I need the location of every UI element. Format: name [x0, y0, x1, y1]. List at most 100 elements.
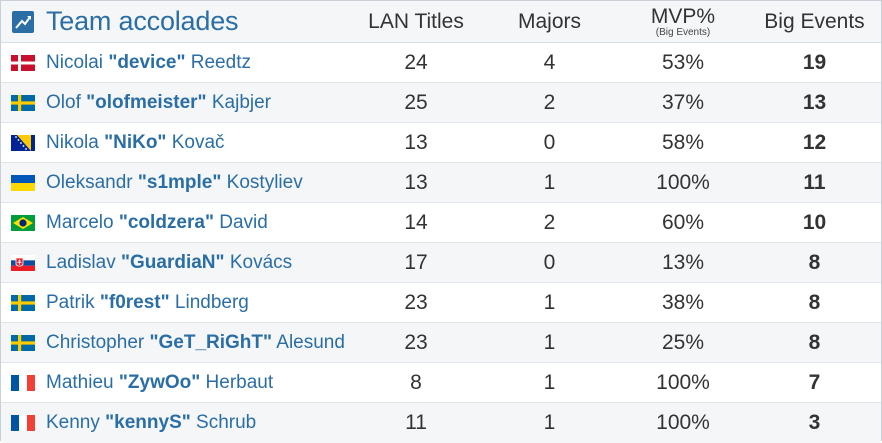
flag-denmark-icon [11, 54, 35, 71]
lan-titles-value: 8 [410, 370, 422, 394]
big-events-value: 10 [802, 210, 827, 234]
mvp-label: MVP% [650, 4, 716, 28]
lan-titles-value: 13 [404, 130, 428, 154]
player-nickname: "GeT_RiGhT" [149, 331, 273, 353]
player-cell: Christopher "GeT_RiGhT" Alesund [1, 332, 351, 354]
majors-value: 1 [543, 290, 556, 314]
player-nickname: "GuardiaN" [121, 251, 225, 273]
player-last-name: David [219, 211, 268, 233]
majors-value: 1 [543, 370, 556, 394]
player-first-name: Christopher [46, 331, 145, 353]
player-cell: Marcelo "coldzera" David [1, 212, 351, 234]
player-link[interactable]: Oleksandr "s1mple" Kostyliev [46, 172, 303, 194]
flag-sweden-icon [11, 94, 35, 111]
player-link[interactable]: Patrik "f0rest" Lindberg [46, 292, 249, 314]
big-events-value: 8 [808, 250, 821, 274]
table-row: Olof "olofmeister" Kajbjer 25 2 37% 13 [1, 83, 881, 123]
mvp-value: 58% [661, 130, 705, 154]
player-cell: Oleksandr "s1mple" Kostyliev [1, 172, 351, 194]
mvp-value: 100% [656, 411, 710, 434]
table-row: Christopher "GeT_RiGhT" Alesund 23 1 25% 8 [1, 323, 881, 363]
lan-titles-value: 17 [404, 250, 428, 274]
flag-ukraine-icon [11, 174, 35, 191]
player-cell: Nikola "NiKo" Kovač [1, 132, 351, 154]
lan-titles-value: 23 [404, 290, 428, 314]
player-link[interactable]: Marcelo "coldzera" David [46, 212, 268, 234]
majors-value: 0 [543, 130, 556, 154]
big-events-value: 19 [802, 50, 827, 74]
majors-value: 4 [543, 50, 556, 74]
majors-value: 1 [543, 170, 556, 194]
player-nickname: "s1mple" [137, 171, 222, 193]
majors-value: 2 [543, 90, 556, 114]
player-link[interactable]: Nikola "NiKo" Kovač [46, 132, 225, 154]
player-cell: Olof "olofmeister" Kajbjer [1, 92, 351, 114]
flag-bosnia-icon [11, 134, 35, 151]
player-nickname: "kennyS" [105, 412, 191, 433]
player-last-name: Alesund [276, 331, 345, 353]
player-link[interactable]: Nicolai "device" Reedtz [46, 52, 251, 74]
player-nickname: "f0rest" [99, 291, 170, 313]
big-events-value: 3 [808, 411, 821, 434]
player-last-name: Schrub [196, 412, 257, 433]
big-events-value: 8 [808, 290, 821, 314]
lan-titles-value: 24 [404, 50, 428, 74]
player-link[interactable]: Mathieu "ZywOo" Herbaut [46, 372, 273, 394]
flag-brazil-icon [11, 214, 35, 231]
player-nickname: "coldzera" [118, 211, 214, 233]
lan-titles-value: 23 [404, 330, 428, 354]
player-last-name: Reedtz [190, 51, 251, 73]
player-cell: Nicolai "device" Reedtz [1, 52, 351, 74]
col-header-mvp[interactable]: MVP% (Big Events) [618, 6, 748, 38]
player-nickname: "olofmeister" [86, 91, 207, 113]
lan-titles-value: 14 [404, 210, 428, 234]
table-row: Nicolai "device" Reedtz 24 4 53% 19 [1, 43, 881, 83]
flag-sweden-icon [11, 294, 35, 311]
player-first-name: Nicolai [46, 51, 104, 73]
player-link[interactable]: Christopher "GeT_RiGhT" Alesund [46, 332, 345, 354]
player-last-name: Herbaut [205, 371, 274, 393]
col-header-majors[interactable]: Majors [517, 10, 581, 33]
col-header-big-events[interactable]: Big Events [764, 10, 865, 33]
player-last-name: Kajbjer [211, 91, 272, 113]
mvp-value: 37% [661, 90, 705, 114]
table-row: Kenny "kennyS" Schrub 11 1 100% 3 [1, 403, 881, 443]
player-last-name: Kovács [229, 251, 293, 273]
player-nickname: "NiKo" [104, 131, 167, 153]
player-first-name: Patrik [46, 291, 95, 313]
lan-titles-value: 13 [404, 170, 428, 194]
majors-value: 1 [543, 330, 556, 354]
mvp-value: 25% [661, 330, 705, 354]
mvp-value: 100% [656, 370, 710, 394]
mvp-sublabel: (Big Events) [655, 26, 711, 38]
flag-france-icon [11, 415, 35, 431]
lan-titles-value: 11 [405, 411, 427, 434]
player-link[interactable]: Kenny "kennyS" Schrub [46, 412, 256, 434]
table-body: Nicolai "device" Reedtz 24 4 53% 19 Olof "olo… [1, 43, 881, 443]
big-events-value: 13 [802, 90, 827, 114]
player-nickname: "device" [108, 51, 186, 73]
trophy-chart-icon [12, 10, 34, 33]
table-row: Oleksandr "s1mple" Kostyliev 13 1 100% 11 [1, 163, 881, 203]
player-first-name: Kenny [46, 412, 100, 433]
player-first-name: Oleksandr [46, 171, 133, 193]
player-first-name: Marcelo [46, 211, 114, 233]
player-nickname: "ZywOo" [118, 371, 201, 393]
big-events-value: 8 [808, 330, 821, 354]
player-first-name: Nikola [46, 131, 99, 153]
table-row: Marcelo "coldzera" David 14 2 60% 10 [1, 203, 881, 243]
player-link[interactable]: Ladislav "GuardiaN" Kovács [46, 252, 292, 274]
col-header-lan-titles[interactable]: LAN Titles [368, 10, 464, 33]
table-row: Mathieu "ZywOo" Herbaut 8 1 100% 7 [1, 363, 881, 403]
flag-france-icon [11, 374, 35, 391]
player-last-name: Kovač [171, 131, 225, 153]
mvp-value: 100% [656, 170, 710, 194]
majors-value: 2 [543, 210, 556, 234]
table-row: Nikola "NiKo" Kovač 13 0 58% 12 [1, 123, 881, 163]
flag-sweden-icon [11, 334, 35, 351]
big-events-value: 7 [808, 370, 821, 394]
table-row: Ladislav "GuardiaN" Kovács 17 0 13% 8 [1, 243, 881, 283]
player-first-name: Ladislav [46, 251, 116, 273]
player-last-name: Kostyliev [226, 171, 303, 193]
player-link[interactable]: Olof "olofmeister" Kajbjer [46, 92, 271, 114]
